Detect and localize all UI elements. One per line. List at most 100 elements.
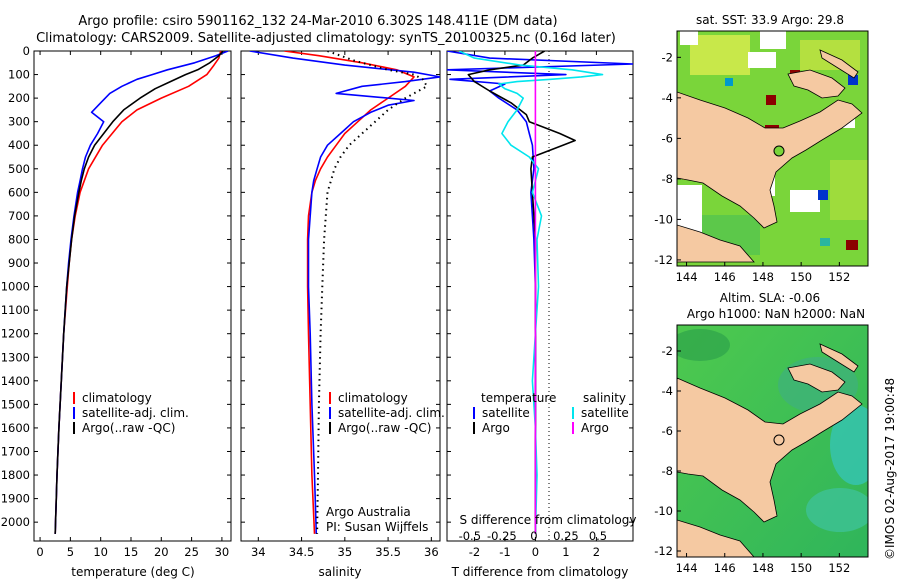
land-new-guinea bbox=[677, 377, 863, 523]
s-tick-label: 0 bbox=[530, 529, 537, 543]
salinity-xlabel: salinity bbox=[318, 565, 361, 579]
x-tick-label: 34.5 bbox=[289, 545, 315, 559]
x-tick-label: 1 bbox=[562, 545, 569, 559]
sst-map-panel: sat. SST: 33.9 Argo: 29.8 bbox=[654, 13, 869, 284]
x-tick-label: 0 bbox=[532, 545, 539, 559]
salinity-tick-group: 34 34.5 35 35.5 36 bbox=[251, 51, 439, 559]
land-new-britain bbox=[787, 69, 846, 99]
difference-tick-group: -2 -1 0 1 2 bbox=[469, 51, 600, 559]
salinity-panel: 34 34.5 35 35.5 36 salinity climatology sate… bbox=[240, 50, 445, 579]
land-australia bbox=[677, 519, 755, 557]
sst-map-frame bbox=[676, 30, 869, 267]
lat-tick-label: -10 bbox=[654, 212, 673, 226]
series-argo-raw-qc- bbox=[316, 51, 428, 534]
lon-tick-label: 144 bbox=[676, 561, 698, 575]
sla-map-frame bbox=[676, 324, 869, 558]
lat-tick-label: -12 bbox=[654, 544, 673, 558]
x-tick-label: 35.5 bbox=[375, 545, 401, 559]
temperature-xlabel: temperature (deg C) bbox=[71, 565, 194, 579]
difference-axes bbox=[446, 50, 634, 542]
depth-tick-label: 1500 bbox=[1, 397, 30, 411]
salinity-depth-tick-group bbox=[241, 50, 440, 523]
t-difference-label: T difference from climatology bbox=[451, 565, 629, 579]
lon-tick-label: 144 bbox=[676, 270, 698, 284]
legend-label-s-satellite: satellite bbox=[581, 406, 629, 420]
lat-tick-label: -8 bbox=[662, 172, 673, 186]
difference-depth-tick-group bbox=[447, 50, 633, 523]
x-tick-label: 15 bbox=[124, 545, 139, 559]
s-tick-label: -0.5 bbox=[459, 529, 481, 543]
sla-anomaly bbox=[806, 488, 868, 532]
depth-tick-group: 0 100 200 300 400 500 600 700 800 900 1000 1100 1200… bbox=[1, 44, 231, 529]
x-tick-label: -2 bbox=[469, 545, 480, 559]
x-tick-label: 30 bbox=[215, 545, 230, 559]
imos-watermark: ©IMOS 02-Aug-2017 19:00:48 bbox=[883, 378, 897, 560]
cool-anomaly-cell bbox=[725, 78, 733, 86]
legend-label-satellite: satellite-adj. clim. bbox=[82, 406, 189, 420]
missing-data-cell bbox=[760, 31, 786, 49]
land-new-ireland bbox=[819, 343, 859, 373]
lat-tick-label: -12 bbox=[654, 253, 673, 267]
land-new-ireland bbox=[819, 49, 859, 79]
depth-tick-label: 800 bbox=[8, 232, 30, 246]
sst-map-tick-group: 144 146 148 150 152 -2 -4 -6 -8 -10 -12 bbox=[654, 50, 850, 284]
lat-tick-label: -10 bbox=[654, 504, 673, 518]
series-satellite-adj-clim- bbox=[249, 51, 440, 534]
series-s-satellite bbox=[458, 51, 604, 534]
land-new-britain bbox=[787, 363, 846, 393]
depth-tick-label: 300 bbox=[8, 115, 30, 129]
argo-float-marker bbox=[773, 434, 785, 446]
annotation-argo-australia: Argo Australia bbox=[326, 505, 411, 519]
annotation-pi: PI: Susan Wijffels bbox=[326, 520, 428, 534]
warm-anomaly-cell bbox=[766, 95, 776, 105]
depth-tick-label: 1700 bbox=[1, 444, 30, 458]
depth-tick-label: 1100 bbox=[1, 303, 30, 317]
x-tick-label: -1 bbox=[499, 545, 510, 559]
depth-tick-label: 1600 bbox=[1, 421, 30, 435]
sst-map-field bbox=[677, 31, 868, 266]
sla-map-panel: Altim. SLA: -0.06 Argo h1000: NaN h2000:… bbox=[654, 291, 869, 575]
lat-tick-label: -2 bbox=[662, 344, 673, 358]
lat-tick-label: -4 bbox=[662, 384, 673, 398]
x-tick-label: 0 bbox=[36, 545, 43, 559]
x-tick-label: 25 bbox=[184, 545, 199, 559]
x-tick-label: 36 bbox=[424, 545, 439, 559]
sla-map-title-2: Argo h1000: NaN h2000: NaN bbox=[687, 307, 865, 321]
legend-label-climatology-s: climatology bbox=[338, 391, 408, 405]
temperature-tick-group: 0 5 10 15 20 25 30 bbox=[36, 51, 229, 559]
title-line-2: Climatology: CARS2009. Satellite-adjuste… bbox=[36, 31, 616, 46]
legend-label-climatology: climatology bbox=[82, 391, 152, 405]
lon-tick-label: 152 bbox=[828, 561, 850, 575]
difference-series-group bbox=[447, 51, 633, 534]
missing-data-cell bbox=[680, 31, 698, 45]
missing-data-cell bbox=[748, 52, 776, 68]
difference-panel: -2 -1 0 1 2 S difference from climatology -0… bbox=[446, 50, 636, 579]
depth-tick-label: 900 bbox=[8, 256, 30, 270]
lon-tick-label: 152 bbox=[828, 270, 850, 284]
sla-anomaly bbox=[830, 405, 868, 485]
cool-anomaly-cell bbox=[820, 238, 830, 246]
temperature-panel: 0100200300400500600700800900100011001200… bbox=[1, 44, 232, 579]
s-tick-label: -0.25 bbox=[487, 529, 517, 543]
lon-tick-label: 148 bbox=[752, 561, 774, 575]
lat-tick-label: -6 bbox=[662, 424, 673, 438]
land-australia bbox=[677, 224, 755, 263]
legend-label-argo-s: Argo(..raw -QC) bbox=[338, 421, 431, 435]
lon-tick-label: 146 bbox=[714, 270, 736, 284]
x-tick-label: 2 bbox=[593, 545, 600, 559]
x-tick-label: 34 bbox=[251, 545, 266, 559]
sla-anomaly bbox=[677, 329, 730, 361]
depth-tick-label: 1000 bbox=[1, 280, 30, 294]
lon-tick-label: 148 bbox=[752, 270, 774, 284]
lon-tick-label: 150 bbox=[790, 561, 812, 575]
lat-tick-label: -2 bbox=[662, 50, 673, 64]
sla-map-tick-group: 144 146 148 150 152 -2 -4 -6 -8 -10 -12 bbox=[654, 344, 850, 575]
land-new-guinea bbox=[677, 91, 863, 229]
legend-label-t-argo: Argo bbox=[482, 421, 510, 435]
cool-anomaly-cell bbox=[818, 190, 828, 200]
s-tick-label: 0.25 bbox=[553, 529, 579, 543]
sst-patch bbox=[690, 35, 750, 75]
difference-legend: temperature salinity satellite Argo sate… bbox=[473, 391, 629, 435]
depth-tick-label: 100 bbox=[8, 68, 30, 82]
